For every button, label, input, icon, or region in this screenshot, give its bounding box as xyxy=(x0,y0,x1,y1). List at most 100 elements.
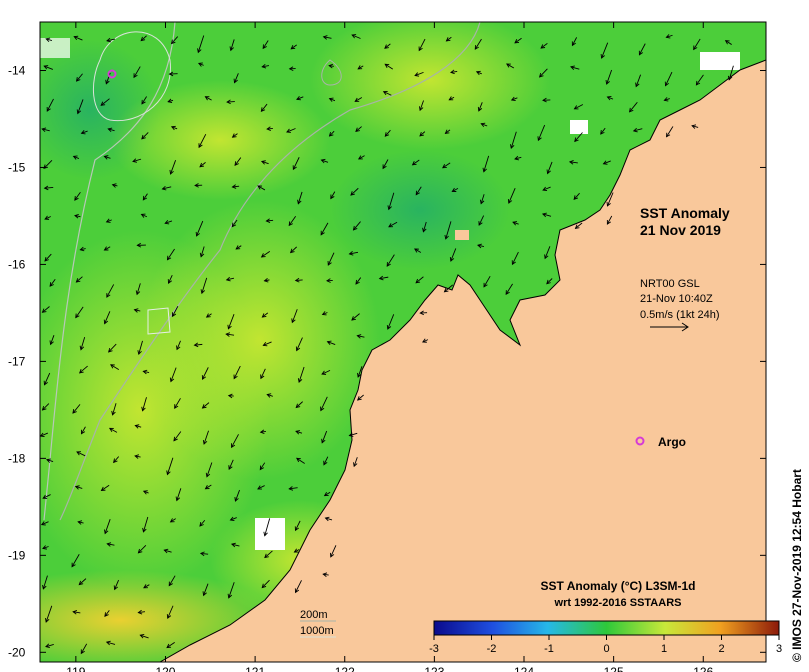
depth-contour-1000m xyxy=(43,22,176,521)
current-vector xyxy=(257,185,266,191)
current-vector xyxy=(133,308,141,313)
colorbar-tick-label: 3 xyxy=(776,643,782,655)
current-vector xyxy=(605,69,613,85)
current-vector xyxy=(204,96,212,101)
current-vector xyxy=(386,314,395,330)
current-vector xyxy=(330,191,336,200)
lat-tick-label: -17 xyxy=(8,354,26,368)
island xyxy=(455,230,469,240)
current-vector xyxy=(414,71,424,77)
current-vector xyxy=(111,183,118,188)
current-vector xyxy=(330,545,337,558)
current-vector xyxy=(378,275,389,281)
current-vector xyxy=(231,133,238,138)
current-vector xyxy=(664,71,673,87)
current-vector xyxy=(105,640,116,646)
current-vector xyxy=(354,97,363,102)
current-vector xyxy=(43,372,51,386)
current-vector xyxy=(44,253,52,262)
current-vector xyxy=(199,246,205,258)
current-vector xyxy=(322,35,332,40)
current-vector xyxy=(74,191,81,201)
current-vector xyxy=(350,187,359,196)
latitude-axis: -14-15-16-17-18-19-20 xyxy=(8,63,766,659)
coastline xyxy=(159,59,766,662)
current-vector xyxy=(382,90,392,96)
cloud-gap xyxy=(700,52,740,70)
current-vector xyxy=(570,65,580,70)
current-vector xyxy=(75,276,83,283)
depth-contour-200m xyxy=(59,22,481,521)
current-vector xyxy=(348,251,359,256)
current-vector xyxy=(540,43,548,49)
cloud-gap xyxy=(570,120,588,134)
current-vector xyxy=(132,158,142,163)
current-vector xyxy=(228,459,234,471)
current-vector xyxy=(259,429,266,435)
current-vector xyxy=(199,519,206,527)
current-vector xyxy=(134,424,142,429)
current-vector xyxy=(227,314,235,330)
cloud-gap xyxy=(255,518,285,550)
current-vector xyxy=(44,215,51,220)
current-vector xyxy=(137,545,147,554)
current-vector xyxy=(72,155,80,160)
current-vector xyxy=(384,43,391,49)
current-vector xyxy=(137,609,146,615)
current-vector xyxy=(286,128,296,133)
current-vector xyxy=(297,366,305,383)
current-vector xyxy=(321,430,328,444)
current-vector xyxy=(43,185,54,191)
imos-credit: © IMOS 27-Nov-2019 12:54 Hobart xyxy=(790,469,804,662)
current-vector xyxy=(474,38,482,50)
current-vector xyxy=(227,393,234,399)
current-vector xyxy=(235,245,242,250)
lon-tick-label: 124 xyxy=(514,665,534,672)
current-vector xyxy=(289,246,297,254)
colorbar-tick-label: 0 xyxy=(603,643,609,655)
current-vector xyxy=(40,432,49,437)
current-vector xyxy=(173,431,182,442)
lon-tick-label: 126 xyxy=(693,665,713,672)
current-vector xyxy=(229,39,235,52)
current-vector xyxy=(166,641,175,649)
current-vector xyxy=(105,72,111,85)
current-vector xyxy=(141,96,147,105)
current-vector xyxy=(507,187,516,204)
current-vector xyxy=(320,396,328,412)
current-vector xyxy=(45,605,53,623)
current-vector xyxy=(449,248,457,262)
current-vector xyxy=(142,369,150,375)
current-vector xyxy=(45,37,53,43)
current-vector xyxy=(257,485,265,490)
current-vector xyxy=(443,284,454,293)
map-plot-area xyxy=(40,22,766,662)
current-vector xyxy=(506,63,515,69)
current-vector xyxy=(295,430,303,435)
current-vector xyxy=(292,157,300,171)
current-vector xyxy=(261,63,270,69)
current-vector xyxy=(724,40,732,45)
colorbar-tick-label: -1 xyxy=(544,643,554,655)
colorbar-tick-label: 2 xyxy=(718,643,724,655)
current-vector xyxy=(100,98,110,106)
current-vector xyxy=(142,490,149,495)
current-vector xyxy=(40,521,49,526)
current-vector xyxy=(352,221,361,231)
current-vector xyxy=(143,584,150,589)
current-vector xyxy=(295,337,303,352)
current-vector xyxy=(638,43,646,56)
current-vector xyxy=(293,548,300,553)
current-vector xyxy=(356,334,365,339)
current-vector xyxy=(167,98,174,104)
current-vector xyxy=(357,65,364,70)
lon-tick-label: 125 xyxy=(604,665,624,672)
current-vector xyxy=(73,35,83,41)
current-vector xyxy=(353,457,358,468)
current-vector xyxy=(264,550,273,559)
current-vector xyxy=(174,398,181,409)
current-vector xyxy=(201,402,210,409)
current-vector xyxy=(666,126,674,138)
current-vector xyxy=(74,485,83,490)
current-vector xyxy=(695,74,704,86)
